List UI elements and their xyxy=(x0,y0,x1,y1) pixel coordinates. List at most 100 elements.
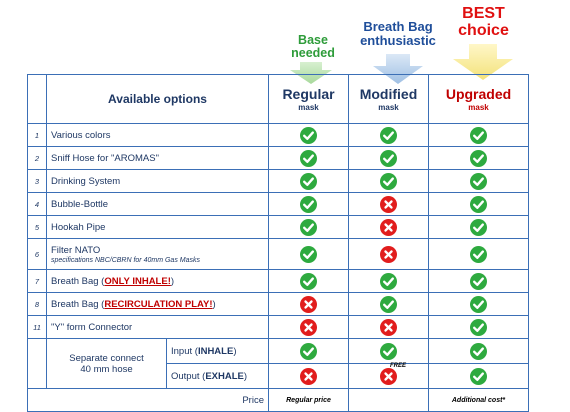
check-icon xyxy=(470,367,487,385)
row-modified xyxy=(348,215,429,239)
row-upgraded xyxy=(428,215,529,239)
header-upgraded-mask: Upgraded mask xyxy=(428,74,529,124)
cross-icon xyxy=(380,367,397,385)
row-number: 2 xyxy=(27,146,47,170)
row-option: Breath Bag (ONLY INHALE!) xyxy=(46,269,269,293)
cross-icon xyxy=(380,218,397,236)
row-label-highlight: RECIRCULATION PLAY! xyxy=(104,298,213,310)
inhale-prefix: Input ( xyxy=(171,345,198,357)
row-modified xyxy=(348,292,429,316)
row-label: Drinking System xyxy=(51,175,121,187)
inhale-label: Input (INHALE) xyxy=(166,338,269,364)
table-row: 3 Drinking System xyxy=(27,169,529,193)
exhale-modified xyxy=(348,363,429,389)
check-icon xyxy=(380,272,397,290)
row-regular xyxy=(268,192,349,216)
separate-num-cell xyxy=(27,338,47,389)
exhale-suffix: ) xyxy=(243,370,248,382)
row-label-after: ) xyxy=(170,275,175,287)
header-num-cell xyxy=(27,74,47,124)
row-number: 6 xyxy=(27,238,47,270)
check-icon xyxy=(380,342,397,360)
modified-sub: mask xyxy=(378,103,399,112)
table-header-row: Available options Regular mask Modified … xyxy=(27,74,529,124)
price-regular: Regular price xyxy=(268,388,349,412)
row-modified xyxy=(348,192,429,216)
table-row: 7 Breath Bag (ONLY INHALE!) xyxy=(27,269,529,293)
row-modified xyxy=(348,123,429,147)
row-modified xyxy=(348,238,429,270)
check-icon xyxy=(380,149,397,167)
inhale-modified xyxy=(348,338,429,364)
row-option: Drinking System xyxy=(46,169,269,193)
row-upgraded xyxy=(428,146,529,170)
row-upgraded xyxy=(428,123,529,147)
check-icon xyxy=(380,295,397,313)
table-row: 4 Bubble-Bottle xyxy=(27,192,529,216)
row-upgraded xyxy=(428,192,529,216)
row-option: Sniff Hose for "AROMAS" xyxy=(46,146,269,170)
header-base-line2: needed xyxy=(291,46,335,61)
table-row: 1 Various colors xyxy=(27,123,529,147)
row-label: Bubble-Bottle xyxy=(51,198,109,210)
regular-title: Regular xyxy=(282,86,335,102)
table-row: 2 Sniff Hose for "AROMAS" xyxy=(27,146,529,170)
row-upgraded xyxy=(428,269,529,293)
upgraded-title: Upgraded xyxy=(445,86,512,102)
row-option: Breath Bag (RECIRCULATION PLAY!) xyxy=(46,292,269,316)
cross-icon xyxy=(300,367,317,385)
exhale-bold: EXHALE xyxy=(205,370,244,382)
check-icon xyxy=(300,126,317,144)
check-icon xyxy=(470,126,487,144)
row-label: Filter NATO xyxy=(51,244,101,256)
row-regular xyxy=(268,292,349,316)
check-icon xyxy=(300,218,317,236)
row-regular xyxy=(268,269,349,293)
cross-icon xyxy=(300,318,317,336)
row-regular xyxy=(268,215,349,239)
header-modified-mask: Modified mask xyxy=(348,74,429,124)
table-row: 8 Breath Bag (RECIRCULATION PLAY!) xyxy=(27,292,529,316)
header-base-line1: Base xyxy=(298,33,328,47)
check-icon xyxy=(470,149,487,167)
arrow-down-yellow-icon xyxy=(453,44,513,80)
header-best-choice: BEST choice xyxy=(446,5,521,40)
check-icon xyxy=(470,245,487,263)
options-table: Available options Regular mask Modified … xyxy=(27,74,529,412)
row-label: Breath Bag ( xyxy=(51,275,105,287)
row-modified xyxy=(348,169,429,193)
exhale-upgraded xyxy=(428,363,529,389)
row-number: 5 xyxy=(27,215,47,239)
price-label: Price xyxy=(27,388,269,412)
check-icon xyxy=(380,172,397,190)
check-icon xyxy=(470,195,487,213)
row-sublabel: specifications NBC/CBRN for 40mm Gas Mas… xyxy=(51,256,200,264)
header-enthusiast-line2: enthusiastic xyxy=(360,32,436,48)
modified-title: Modified xyxy=(359,86,418,102)
regular-sub: mask xyxy=(298,103,319,112)
upgraded-sub: mask xyxy=(468,103,489,112)
cross-icon xyxy=(300,295,317,313)
row-upgraded xyxy=(428,169,529,193)
separate-connect-label: Separate connect 40 mm hose xyxy=(46,338,167,389)
row-label: Breath Bag ( xyxy=(51,298,105,310)
row-label: Various colors xyxy=(51,129,111,141)
row-regular xyxy=(268,169,349,193)
row-label: "Y" form Connector xyxy=(51,321,133,333)
price-upgraded: Additional cost* xyxy=(428,388,529,412)
table-row: 5 Hookah Pipe xyxy=(27,215,529,239)
row-option: Bubble-Bottle xyxy=(46,192,269,216)
header-best-line1: BEST xyxy=(462,5,505,22)
row-option: "Y" form Connector xyxy=(46,315,269,339)
check-icon xyxy=(300,272,317,290)
separate-line2: 40 mm hose xyxy=(80,363,133,375)
price-row: Price Regular price Additional cost* xyxy=(27,388,529,412)
arrow-down-blue-icon xyxy=(373,54,423,84)
table-row: 6 Filter NATO specifications NBC/CBRN for … xyxy=(27,238,529,270)
table-row: 11 "Y" form Connector xyxy=(27,315,529,339)
row-number: 7 xyxy=(27,269,47,293)
free-note: FREE xyxy=(390,363,407,369)
check-icon xyxy=(470,272,487,290)
row-label: Hookah Pipe xyxy=(51,221,106,233)
row-option: Various colors xyxy=(46,123,269,147)
